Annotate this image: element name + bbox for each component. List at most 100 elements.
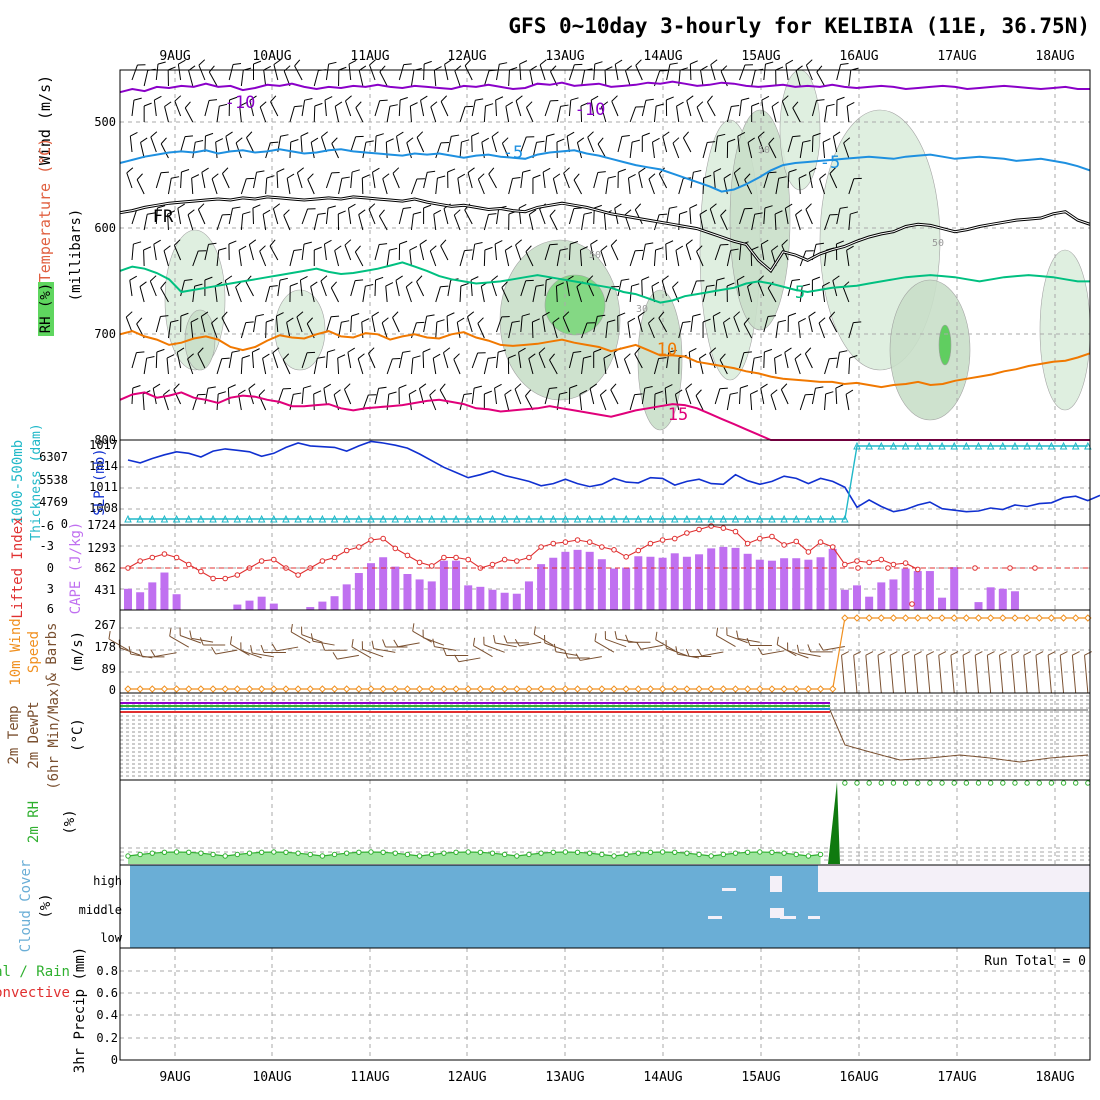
wind-barb: [409, 106, 412, 123]
wind-barb: [714, 136, 718, 153]
cape-tick: 1724: [87, 518, 116, 532]
wind-barb: [739, 100, 742, 117]
wind-barb-flag: [594, 61, 603, 65]
wind-barb-flag: [962, 651, 971, 656]
thickness-marker: [427, 514, 436, 523]
wind-barb-flag: [778, 176, 787, 179]
cape-bar: [974, 602, 983, 610]
wind-barb-flag: [765, 61, 774, 65]
wind-barb-flag: [774, 210, 783, 215]
rh-marker: [331, 851, 338, 858]
wind-barb: [177, 64, 182, 81]
wind-barb-flag: [177, 203, 185, 209]
wind-speed-marker: [1023, 614, 1031, 622]
wind-barb: [566, 136, 570, 153]
slp-line: [127, 440, 1100, 513]
wind-barb-flag: [187, 353, 194, 360]
wind-barb-flag: [707, 95, 713, 103]
rh-marker: [319, 853, 326, 859]
wind-barb-flag: [208, 99, 218, 102]
cape-bar: [731, 547, 740, 610]
contour-label: -10: [225, 93, 256, 113]
rh-shading: [1039, 249, 1091, 411]
wind-barb-flag: [347, 347, 356, 353]
wind-barb-flag: [583, 355, 592, 359]
wind-barb: [131, 352, 137, 369]
wind-speed-marker: [938, 614, 946, 622]
wind-barb: [272, 352, 279, 369]
wind-barb-flag: [139, 649, 143, 658]
thickness-marker: [877, 441, 886, 450]
wind-barb: [634, 209, 643, 225]
wind-barb-flag: [549, 387, 558, 390]
wind-barb: [589, 388, 595, 405]
wind-barb-flag: [167, 210, 176, 215]
wind-barb-flag: [399, 97, 408, 101]
contour-label: 30: [636, 304, 648, 315]
wind-barb-flag: [211, 173, 219, 180]
wind-barb: [429, 394, 437, 411]
wind-barb-flag: [495, 96, 504, 101]
wind-barb: [108, 638, 129, 651]
wind-barb: [447, 280, 452, 297]
wind-barb-flag: [668, 349, 677, 353]
wind-barb: [200, 316, 206, 333]
wind-barb-flag: [379, 99, 388, 102]
wind-barb: [173, 245, 182, 261]
wind-barb: [423, 316, 428, 333]
wind-barb-flag: [297, 167, 305, 174]
wind-barb-flag: [713, 311, 721, 317]
wind-barb-flag: [108, 631, 111, 640]
bottom-date-label: 14AUG: [643, 1070, 682, 1085]
wind-barb-flag: [720, 209, 727, 216]
wind-speed-marker: [999, 614, 1007, 622]
wind-barb: [180, 635, 202, 644]
wind-barb-flag: [692, 313, 701, 317]
wind-barb-flag: [760, 383, 768, 389]
wind-barb: [690, 316, 694, 333]
wind-barb-flag: [546, 133, 555, 137]
wind-barb-flag: [355, 279, 364, 282]
rh-marker: [1060, 780, 1067, 786]
rh-marker: [489, 850, 496, 856]
rh-marker: [842, 780, 848, 786]
wind-barb: [188, 70, 194, 87]
wind-barb: [155, 351, 158, 369]
temp-axis-label: 2m Temp: [6, 705, 22, 764]
wind-barb: [252, 652, 274, 658]
wind-barb-flag: [310, 633, 314, 642]
thickness-marker: [646, 514, 655, 523]
wind-barb: [224, 280, 230, 297]
thickness-unit-label: Thickness (dam): [29, 423, 44, 540]
wind-barb-flag: [514, 638, 520, 647]
wind-speed-marker: [500, 685, 509, 693]
wind-barb-flag: [614, 59, 623, 65]
wind-barb: [623, 358, 631, 375]
wind-barb: [320, 136, 327, 153]
wind-barb: [350, 280, 356, 297]
wind-barb: [153, 100, 157, 117]
wind-barb: [641, 244, 646, 261]
wind-barb-flag: [586, 275, 594, 282]
lifted-index-marker: [909, 601, 915, 607]
li-tick: 6: [47, 602, 54, 616]
wind-barb: [192, 286, 196, 303]
wind-barb: [594, 640, 615, 653]
thickness-marker: [257, 514, 266, 523]
wind-barb: [529, 70, 534, 87]
wind-barb: [405, 286, 412, 303]
wind-barb: [524, 395, 534, 411]
wind-barb-flag: [392, 167, 400, 174]
wind-barb-flag: [550, 65, 557, 72]
wind-barb: [443, 352, 449, 369]
cape-tick: 1293: [87, 541, 116, 555]
wind-barb: [398, 352, 404, 369]
wind-barb-flag: [344, 383, 351, 390]
wind-barb-flag: [535, 284, 544, 287]
wind-barb-flag: [296, 311, 304, 318]
cape-bar: [245, 600, 254, 610]
li-tick: 3: [47, 582, 54, 596]
wind-barb-flag: [166, 354, 175, 359]
wind-barb: [738, 637, 760, 643]
wind-barb-flag: [184, 135, 194, 138]
